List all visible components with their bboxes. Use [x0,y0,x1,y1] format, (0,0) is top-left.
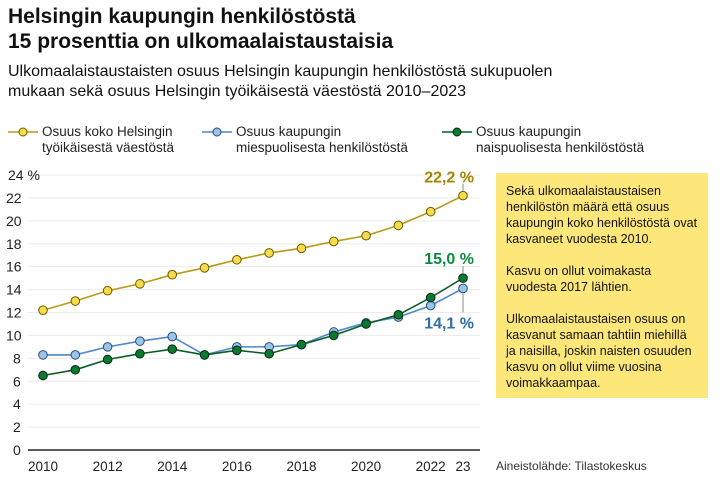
y-tick-label: 6 [13,373,21,389]
y-tick-label: 12 [6,305,22,321]
info-paragraph: Kasvu on ollut voimakasta vuodesta 2017 … [506,264,652,294]
x-tick-label: 2020 [351,459,381,474]
end-label: 22,2 % [424,170,474,187]
data-point [102,342,113,352]
legend-label: miespuolisesta henkilöstöstä [236,140,408,155]
x-tick-label: 2018 [286,459,316,474]
data-point [232,345,242,356]
data-point [135,336,145,346]
series-line-2 [42,277,464,377]
data-point [70,350,81,360]
chart-subtitle: Ulkomaalaistaustaisten osuus Helsingin k… [8,62,708,102]
data-point [167,331,178,342]
data-point [70,364,81,375]
y-tick-label: 4 [13,396,21,412]
legend-item-population: Osuus koko Helsingin työikäisestä väestö… [8,124,175,156]
data-point [167,344,178,354]
legend-marker-blue-icon [202,127,232,137]
data-point [199,350,210,360]
legend-item-women: Osuus kaupungin naispuolisesta henkilöst… [442,124,645,156]
data-point [361,319,371,329]
data-point [38,305,48,316]
legend-marker-yellow-icon [8,127,38,137]
x-tick-label: 23 [455,459,470,474]
data-point [102,285,113,296]
y-tick-label: 8 [13,350,21,366]
info-paragraph: Ulkomaalaistaustaisen osuus on kasvanut … [506,312,692,390]
data-point [38,370,48,381]
data-point [264,248,274,258]
legend-label: Osuus kaupungin [476,124,582,139]
data-point [232,254,242,265]
x-tick-label: 2014 [157,459,188,474]
y-tick-label: 22 [6,190,22,206]
data-point [70,296,81,306]
data-point [264,348,274,359]
data-point [425,292,436,303]
y-tick-label: 14 [6,282,22,298]
legend-label: naispuolisesta henkilöstöstä [476,140,645,155]
legend-marker-green-icon [442,127,472,137]
data-point [167,269,178,280]
title-line-1: Helsingin kaupungin henkilöstöstä [8,5,356,28]
data-point [328,330,339,341]
series-line-1 [43,287,464,356]
legend-label: Osuus koko Helsingin [42,124,173,139]
data-point [425,300,436,311]
legend-item-men: Osuus kaupungin miespuolisesta henkilöst… [202,124,408,156]
data-point [135,348,145,359]
info-box: Sekä ulkomaalaistaustaisen henkilöstön m… [496,173,708,398]
x-tick-label: 2016 [222,459,252,474]
legend-label: Osuus kaupungin [236,124,342,139]
data-point [458,273,468,283]
data-point [328,236,339,247]
series-line-0 [42,194,464,311]
data-point [38,350,48,360]
data-point [425,206,436,217]
data-point [296,339,307,350]
data-point [199,263,210,273]
subtitle-line-1: Ulkomaalaistaustaisten osuus Helsingin k… [8,63,553,80]
end-label: 14,1 % [424,315,474,332]
x-tick-label: 2012 [93,459,123,474]
y-tick-label: 2 [13,419,21,435]
legend-label: työikäisestä väestöstä [42,140,175,155]
x-tick-label: 2010 [28,459,58,474]
info-paragraph: Sekä ulkomaalaistaustaisen henkilöstön m… [506,184,698,246]
data-point [361,230,371,241]
y-tick-label: 24 % [8,167,40,183]
data-point [393,220,404,231]
chart-title: Helsingin kaupungin henkilöstöstä 15 pro… [8,4,393,54]
y-tick-label: 16 [6,259,22,275]
end-label: 15,0 % [424,251,474,268]
data-point [393,309,404,320]
data-point [458,190,468,201]
y-tick-label: 10 [6,327,22,343]
data-point [102,354,113,365]
y-tick-label: 20 [6,213,22,229]
y-tick-label: 0 [13,442,21,458]
data-point [296,243,307,254]
data-point [135,279,145,289]
y-tick-label: 18 [6,236,22,252]
x-tick-label: 2022 [416,459,446,474]
source-note: Aineistolähde: Tilastokeskus [496,459,647,473]
data-point [458,283,468,294]
subtitle-line-2: mukaan sekä osuus Helsingin työikäisestä… [8,83,467,100]
title-line-2: 15 prosenttia on ulkomaalaistaustaisia [8,30,394,53]
